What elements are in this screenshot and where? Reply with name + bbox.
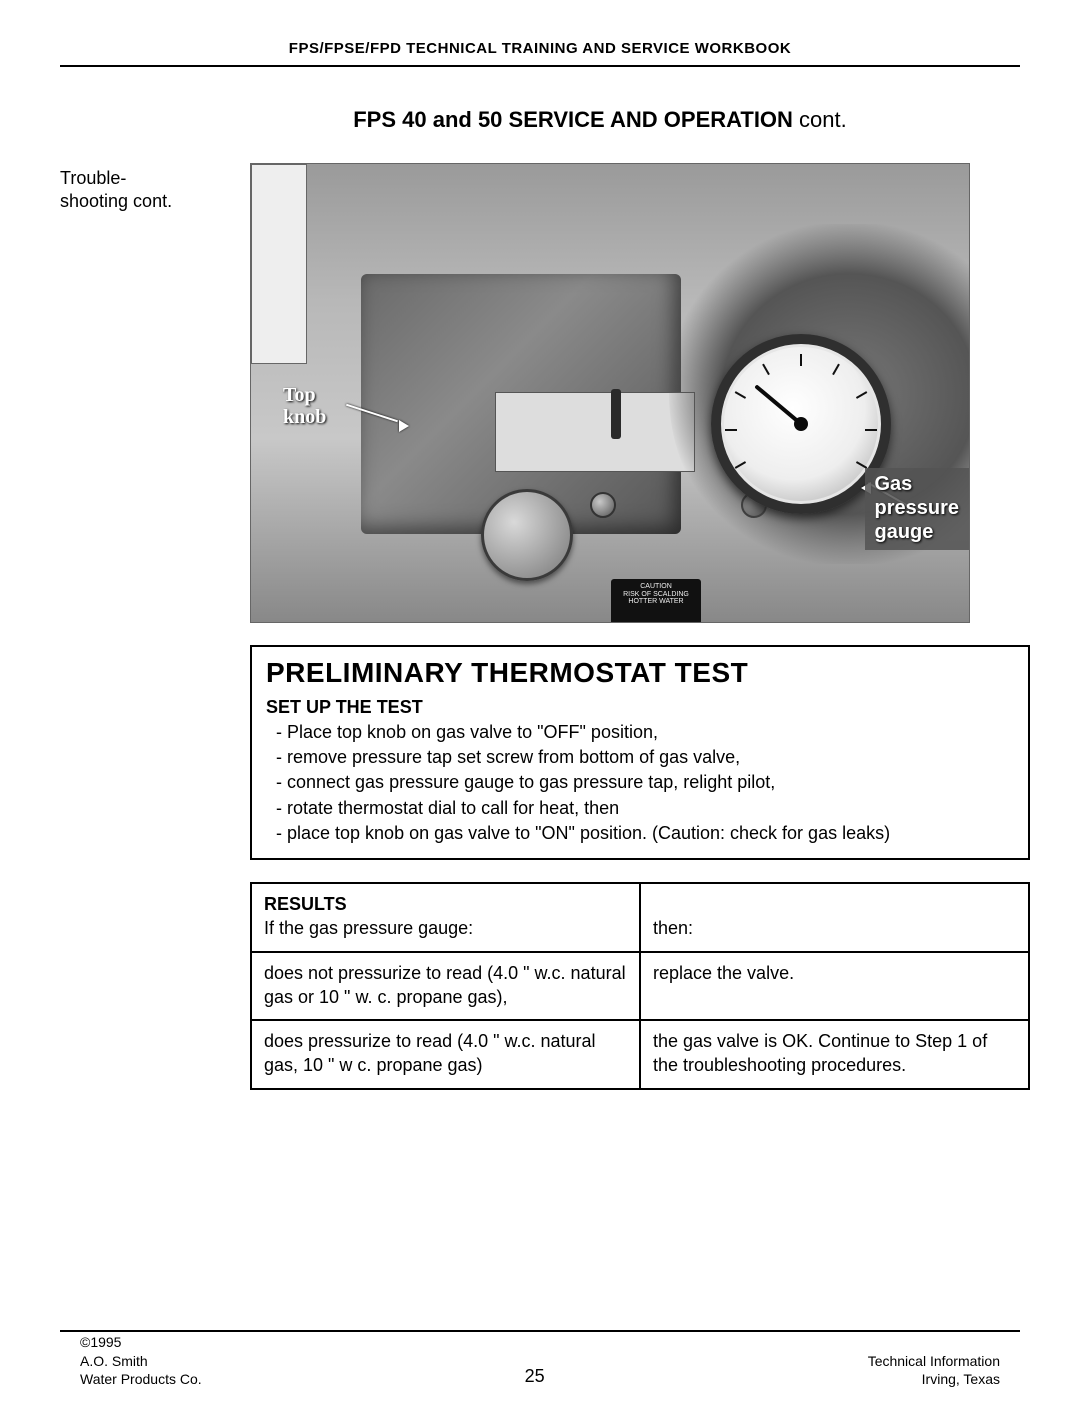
rating-plate [495,392,695,472]
footer-company-l1: A.O. Smith [80,1352,202,1370]
top-knob-arrowhead [399,420,409,432]
footer-right: Technical Information Irving, Texas [868,1352,1000,1388]
preliminary-test-box: PRELIMINARY THERMOSTAT TEST SET UP THE T… [250,645,1030,860]
setup-steps: - Place top knob on gas valve to "OFF" p… [266,720,1014,846]
results-cell-b: the gas valve is OK. Continue to Step 1 … [640,1020,1029,1089]
caution-label: CAUTION RISK OF SCALDING HOTTER WATER [611,579,701,623]
content-row: Trouble- shooting cont. CAUTION RISK OF … [60,163,1020,1090]
gauge-scale [727,350,875,498]
section-title-main: FPS 40 and 50 SERVICE AND OPERATION [353,107,799,132]
results-header-row: RESULTS If the gas pressure gauge: then: [251,883,1029,952]
results-header-b: then: [640,883,1029,952]
setup-step: - remove pressure tap set screw from bot… [276,745,1014,770]
gas-valve-photo: CAUTION RISK OF SCALDING HOTTER WATER To… [250,163,970,623]
setup-step: - rotate thermostat dial to call for hea… [276,796,1014,821]
section-title: FPS 40 and 50 SERVICE AND OPERATION cont… [60,107,1020,133]
setup-title: SET UP THE TEST [266,697,1014,718]
setup-step: - Place top knob on gas valve to "OFF" p… [276,720,1014,745]
caution-l2: RISK OF SCALDING [611,591,701,599]
footer-right-l2: Irving, Texas [868,1370,1000,1388]
valve-screw-left [590,492,616,518]
results-row: does not pressurize to read (4.0 " w.c. … [251,952,1029,1021]
page-footer: ©1995 A.O. Smith Water Products Co. 25 T… [80,1333,1000,1388]
main-column: CAUTION RISK OF SCALDING HOTTER WATER To… [250,163,1030,1090]
results-header-a: RESULTS If the gas pressure gauge: [251,883,640,952]
results-cell-b: replace the valve. [640,952,1029,1021]
gas-valve-body: CAUTION RISK OF SCALDING HOTTER WATER [361,274,681,534]
top-knob-l1: Top [283,384,326,406]
results-cell-a: does pressurize to read (4.0 " w.c. natu… [251,1020,640,1089]
sidebar-line1: Trouble- [60,167,230,190]
results-head-a: If the gas pressure gauge: [264,916,627,940]
page-number: 25 [525,1365,545,1388]
gauge-callout-l2: pressure [875,496,960,520]
footer-left: ©1995 A.O. Smith Water Products Co. [80,1333,202,1388]
sidebar-heading: Trouble- shooting cont. [60,163,230,214]
caution-l3: HOTTER WATER [611,598,701,606]
footer-company-l2: Water Products Co. [80,1370,202,1388]
caution-l1: CAUTION [611,583,701,591]
header-rule [60,65,1020,67]
running-head: FPS/FPSE/FPD TECHNICAL TRAINING AND SERV… [60,40,1020,65]
gauge-callout-l1: Gas [875,472,960,496]
gauge-callout: Gas pressure gauge [865,468,970,550]
appliance-label-strip [251,164,307,364]
footer-rule [60,1330,1020,1332]
gas-valve-toggle [611,389,621,439]
top-knob-callout: Top knob [283,384,326,428]
results-table: RESULTS If the gas pressure gauge: then:… [250,882,1030,1090]
thermostat-dial [481,489,573,581]
results-label: RESULTS [264,892,627,916]
top-knob-l2: knob [283,406,326,428]
setup-step: - place top knob on gas valve to "ON" po… [276,821,1014,846]
results-head-b: then: [653,916,1016,940]
section-title-cont: cont. [799,107,847,132]
gauge-callout-l3: gauge [875,520,960,544]
footer-right-l1: Technical Information [868,1352,1000,1370]
test-title: PRELIMINARY THERMOSTAT TEST [266,657,1014,689]
results-row: does pressurize to read (4.0 " w.c. natu… [251,1020,1029,1089]
footer-copyright: ©1995 [80,1333,202,1351]
results-cell-a: does not pressurize to read (4.0 " w.c. … [251,952,640,1021]
sidebar-line2: shooting cont. [60,190,230,213]
setup-step: - connect gas pressure gauge to gas pres… [276,770,1014,795]
